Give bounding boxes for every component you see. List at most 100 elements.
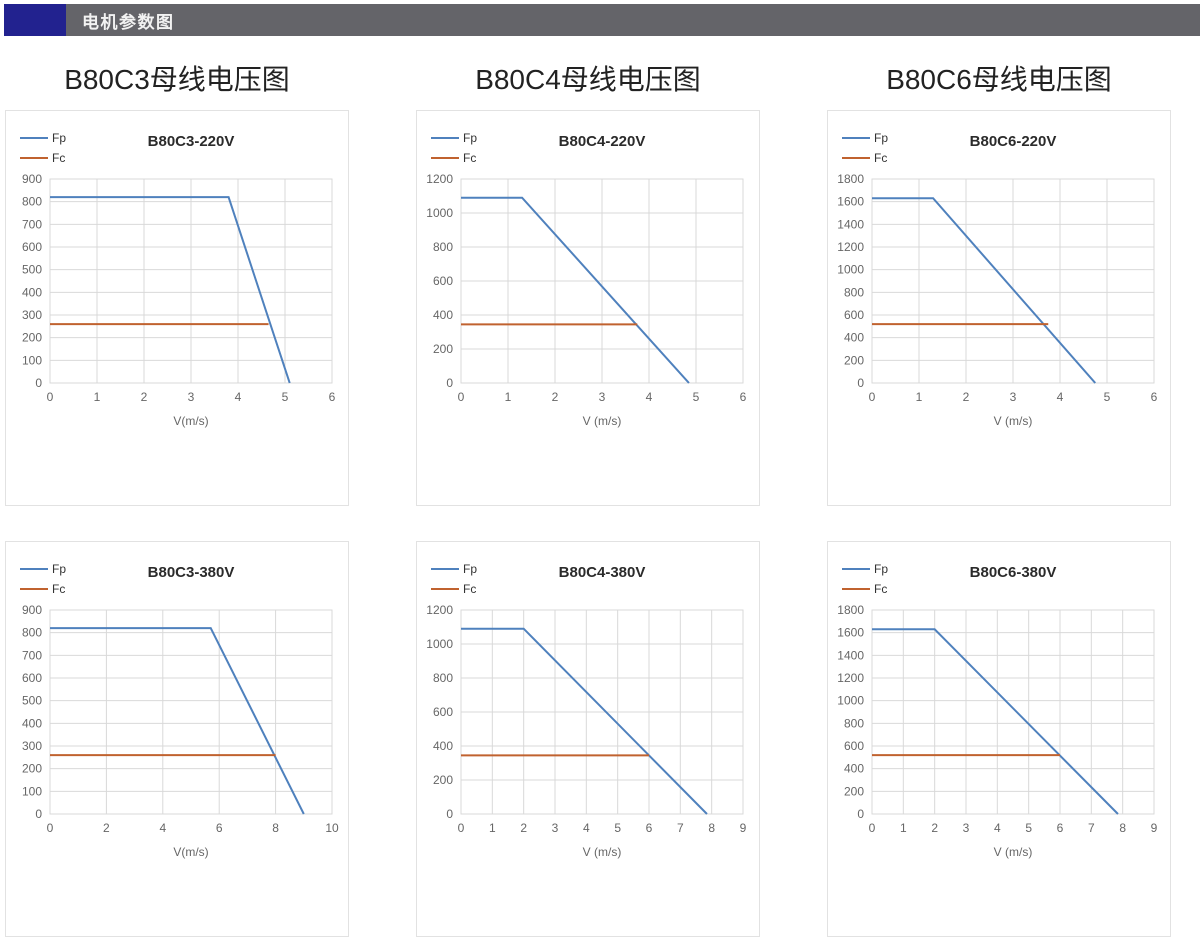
svg-text:400: 400 [22,285,42,299]
svg-text:1200: 1200 [837,671,864,685]
svg-text:500: 500 [22,694,42,708]
svg-text:Fp: Fp [463,562,477,576]
svg-text:800: 800 [433,671,453,685]
svg-text:100: 100 [22,353,42,367]
svg-text:V (m/s): V (m/s) [994,414,1033,428]
svg-text:Fc: Fc [874,582,887,596]
svg-text:B80C6-220V: B80C6-220V [970,133,1057,150]
svg-text:1400: 1400 [837,217,864,231]
svg-text:200: 200 [22,762,42,776]
svg-text:600: 600 [22,671,42,685]
svg-text:Fp: Fp [874,562,888,576]
svg-text:6: 6 [1151,390,1158,404]
svg-text:0: 0 [857,376,864,390]
svg-text:200: 200 [844,784,864,798]
svg-text:1000: 1000 [837,263,864,277]
svg-text:4: 4 [994,821,1001,835]
svg-text:2: 2 [963,390,970,404]
svg-text:300: 300 [22,308,42,322]
svg-text:0: 0 [857,807,864,821]
svg-text:1200: 1200 [426,603,453,617]
svg-text:Fp: Fp [463,131,477,145]
svg-text:Fc: Fc [52,582,65,596]
svg-text:5: 5 [1025,821,1032,835]
svg-text:0: 0 [35,807,42,821]
svg-text:2: 2 [520,821,527,835]
svg-text:V (m/s): V (m/s) [583,414,622,428]
svg-text:1: 1 [505,390,512,404]
svg-text:5: 5 [614,821,621,835]
svg-text:6: 6 [646,821,653,835]
svg-text:1600: 1600 [837,626,864,640]
svg-text:2: 2 [141,390,148,404]
svg-text:0: 0 [47,390,54,404]
svg-text:Fc: Fc [463,151,476,165]
svg-text:3: 3 [188,390,195,404]
svg-text:200: 200 [433,773,453,787]
svg-text:400: 400 [433,308,453,322]
svg-text:B80C6-380V: B80C6-380V [970,564,1057,581]
svg-text:2: 2 [931,821,938,835]
svg-text:Fp: Fp [52,562,66,576]
svg-text:800: 800 [844,716,864,730]
svg-text:600: 600 [22,240,42,254]
svg-text:5: 5 [282,390,289,404]
svg-text:300: 300 [22,739,42,753]
svg-text:700: 700 [22,217,42,231]
svg-text:7: 7 [677,821,684,835]
svg-text:8: 8 [272,821,279,835]
svg-text:1800: 1800 [837,172,864,186]
svg-text:4: 4 [646,390,653,404]
svg-text:Fc: Fc [463,582,476,596]
svg-text:1000: 1000 [837,694,864,708]
svg-text:400: 400 [844,762,864,776]
svg-text:6: 6 [1057,821,1064,835]
svg-text:1000: 1000 [426,206,453,220]
svg-text:9: 9 [1151,821,1158,835]
svg-text:1200: 1200 [426,172,453,186]
svg-text:9: 9 [740,821,747,835]
svg-text:7: 7 [1088,821,1095,835]
svg-text:900: 900 [22,172,42,186]
svg-text:1400: 1400 [837,648,864,662]
svg-text:5: 5 [1104,390,1111,404]
svg-text:500: 500 [22,263,42,277]
svg-text:0: 0 [47,821,54,835]
svg-text:B80C4-380V: B80C4-380V [559,564,646,581]
svg-text:B80C3-220V: B80C3-220V [148,133,235,150]
svg-text:0: 0 [458,390,465,404]
svg-text:Fp: Fp [52,131,66,145]
svg-text:2: 2 [103,821,110,835]
svg-text:0: 0 [446,807,453,821]
svg-text:800: 800 [22,626,42,640]
svg-text:700: 700 [22,648,42,662]
svg-text:1: 1 [916,390,923,404]
svg-text:8: 8 [1119,821,1126,835]
svg-text:V(m/s): V(m/s) [173,414,208,428]
svg-text:B80C3-380V: B80C3-380V [148,564,235,581]
svg-text:0: 0 [458,821,465,835]
svg-text:B80C4-220V: B80C4-220V [559,133,646,150]
svg-text:3: 3 [1010,390,1017,404]
svg-text:800: 800 [844,285,864,299]
svg-text:400: 400 [433,739,453,753]
svg-text:200: 200 [433,342,453,356]
svg-text:0: 0 [35,376,42,390]
svg-text:1800: 1800 [837,603,864,617]
svg-text:Fp: Fp [874,131,888,145]
svg-text:200: 200 [22,331,42,345]
svg-text:100: 100 [22,784,42,798]
svg-text:200: 200 [844,353,864,367]
svg-text:0: 0 [446,376,453,390]
svg-text:4: 4 [583,821,590,835]
svg-text:3: 3 [963,821,970,835]
svg-text:800: 800 [22,195,42,209]
svg-text:1: 1 [94,390,101,404]
svg-text:4: 4 [159,821,166,835]
svg-text:8: 8 [708,821,715,835]
svg-text:6: 6 [329,390,336,404]
svg-text:400: 400 [844,331,864,345]
svg-text:600: 600 [844,308,864,322]
svg-text:3: 3 [599,390,606,404]
svg-text:10: 10 [325,821,339,835]
